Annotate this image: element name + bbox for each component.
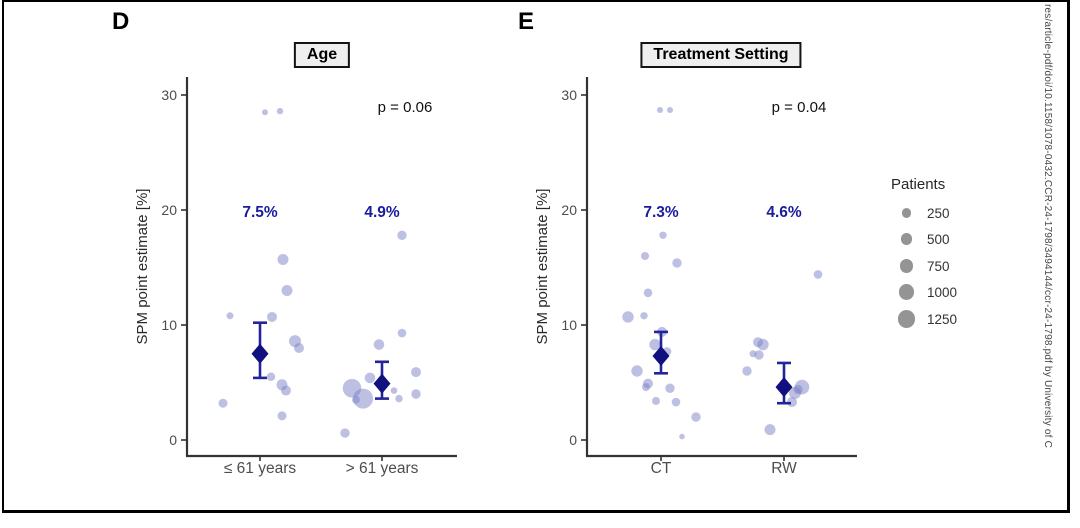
data-point (640, 312, 648, 320)
estimate-diamond (652, 346, 670, 367)
estimate-diamond (373, 373, 391, 394)
panel-letter-d: D (112, 8, 130, 35)
data-point (397, 230, 407, 240)
y-axis-title: SPM point estimate [%] (134, 189, 151, 345)
data-point (643, 288, 653, 298)
legend-size-circle (900, 233, 913, 245)
panel-title-age: Age (293, 42, 351, 68)
legend-size-circle (897, 310, 916, 328)
data-point (641, 252, 649, 260)
legend-size-circle (899, 259, 914, 273)
y-tick-label: 30 (161, 87, 177, 103)
data-point (226, 312, 234, 320)
data-point (262, 109, 268, 116)
y-tick-label: 20 (561, 202, 577, 218)
data-point (267, 311, 277, 322)
download-watermark: res/article-pdf/doi/10.1158/1078-0432.CC… (1042, 4, 1053, 449)
estimate-label: 4.9% (364, 204, 400, 221)
legend-bubble-wrap (893, 233, 920, 245)
data-point (353, 388, 373, 409)
x-category-label: RW (771, 460, 797, 477)
estimate-label: 4.6% (766, 204, 802, 221)
legend-bubble-wrap (893, 208, 920, 218)
data-point (742, 366, 752, 376)
legend-item: 750 (893, 253, 1043, 279)
data-point (764, 424, 776, 436)
data-point (657, 106, 663, 113)
estimate-label: 7.3% (643, 204, 679, 221)
legend-size-label: 250 (927, 205, 950, 221)
legend-size-circle (901, 208, 912, 218)
data-point (340, 428, 350, 438)
y-tick-label: 0 (569, 432, 577, 448)
legend-item: 1250 (893, 306, 1043, 332)
data-point (754, 350, 764, 360)
data-point (665, 383, 675, 393)
data-point (672, 258, 682, 268)
legend-size-label: 500 (927, 231, 950, 247)
legend-size-label: 1250 (927, 311, 958, 327)
p-value-label: p = 0.04 (772, 99, 827, 116)
data-point (281, 285, 293, 296)
data-point (277, 253, 289, 265)
x-category-label: CT (651, 460, 672, 477)
legend-bubble-wrap (893, 310, 920, 328)
legend-size-label: 750 (927, 258, 950, 274)
data-point (411, 389, 421, 399)
legend-title: Patients (891, 176, 946, 193)
data-point (659, 231, 667, 239)
data-point (218, 398, 228, 408)
x-category-label: > 61 years (346, 460, 419, 477)
estimate-label: 7.5% (242, 204, 278, 221)
panel-letter-e: E (518, 8, 535, 35)
panel-title-treatment-setting: Treatment Setting (640, 42, 802, 68)
data-point (276, 107, 284, 115)
data-point (652, 396, 660, 405)
legend-bubble-wrap (893, 259, 920, 273)
data-point (787, 397, 797, 408)
data-point (622, 311, 634, 323)
legend-item: 1000 (893, 279, 1043, 305)
legend-bubble-wrap (893, 284, 920, 300)
data-point (364, 372, 376, 384)
data-point (631, 365, 643, 377)
y-tick-label: 0 (169, 432, 177, 448)
data-point (813, 270, 823, 279)
legend-size-circle (898, 284, 915, 300)
y-tick-label: 20 (161, 202, 177, 218)
legend-item: 500 (893, 226, 1043, 252)
legend-item: 250 (893, 200, 1043, 226)
x-category-label: ≤ 61 years (224, 460, 297, 477)
y-tick-label: 10 (161, 317, 177, 333)
estimate-diamond (251, 343, 269, 364)
data-point (757, 338, 769, 351)
data-point (793, 384, 803, 395)
data-point (266, 372, 276, 381)
data-point (411, 367, 421, 378)
y-tick-label: 10 (561, 317, 577, 333)
data-point (373, 339, 385, 350)
estimate-diamond (775, 377, 793, 398)
y-axis-title: SPM point estimate [%] (534, 189, 551, 345)
legend-size-label: 1000 (927, 284, 958, 300)
data-point (397, 328, 407, 338)
data-point (395, 394, 403, 403)
data-point (649, 338, 661, 351)
data-point (294, 343, 304, 353)
data-point (390, 387, 398, 394)
p-value-label: p = 0.06 (378, 99, 433, 116)
data-point (642, 383, 650, 392)
y-tick-label: 30 (561, 87, 577, 103)
data-point (667, 106, 673, 113)
figure-border (2, 0, 1070, 513)
data-point (691, 412, 701, 422)
data-point (281, 385, 291, 396)
data-point (277, 411, 287, 421)
data-point (671, 397, 681, 407)
data-point (679, 433, 685, 440)
